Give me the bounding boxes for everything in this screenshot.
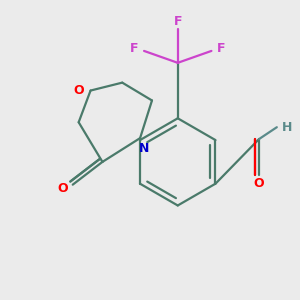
Text: O: O bbox=[58, 182, 68, 195]
Text: F: F bbox=[173, 15, 182, 28]
Text: F: F bbox=[217, 42, 226, 56]
Text: O: O bbox=[74, 84, 84, 97]
Text: N: N bbox=[139, 142, 149, 154]
Text: H: H bbox=[281, 121, 292, 134]
Text: F: F bbox=[130, 42, 138, 56]
Text: O: O bbox=[254, 177, 264, 190]
